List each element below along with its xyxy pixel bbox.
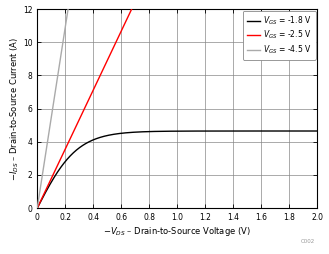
Legend: $V_{GS}$ = -1.8 V, $V_{GS}$ = -2.5 V, $V_{GS}$ = -4.5 V: $V_{GS}$ = -1.8 V, $V_{GS}$ = -2.5 V, $V… xyxy=(243,11,316,59)
Y-axis label: $-I_{DS}$ – Drain-to-Source Current (A): $-I_{DS}$ – Drain-to-Source Current (A) xyxy=(9,37,21,181)
X-axis label: $-V_{DS}$ – Drain-to-Source Voltage (V): $-V_{DS}$ – Drain-to-Source Voltage (V) xyxy=(103,225,251,238)
Text: C002: C002 xyxy=(300,239,315,244)
